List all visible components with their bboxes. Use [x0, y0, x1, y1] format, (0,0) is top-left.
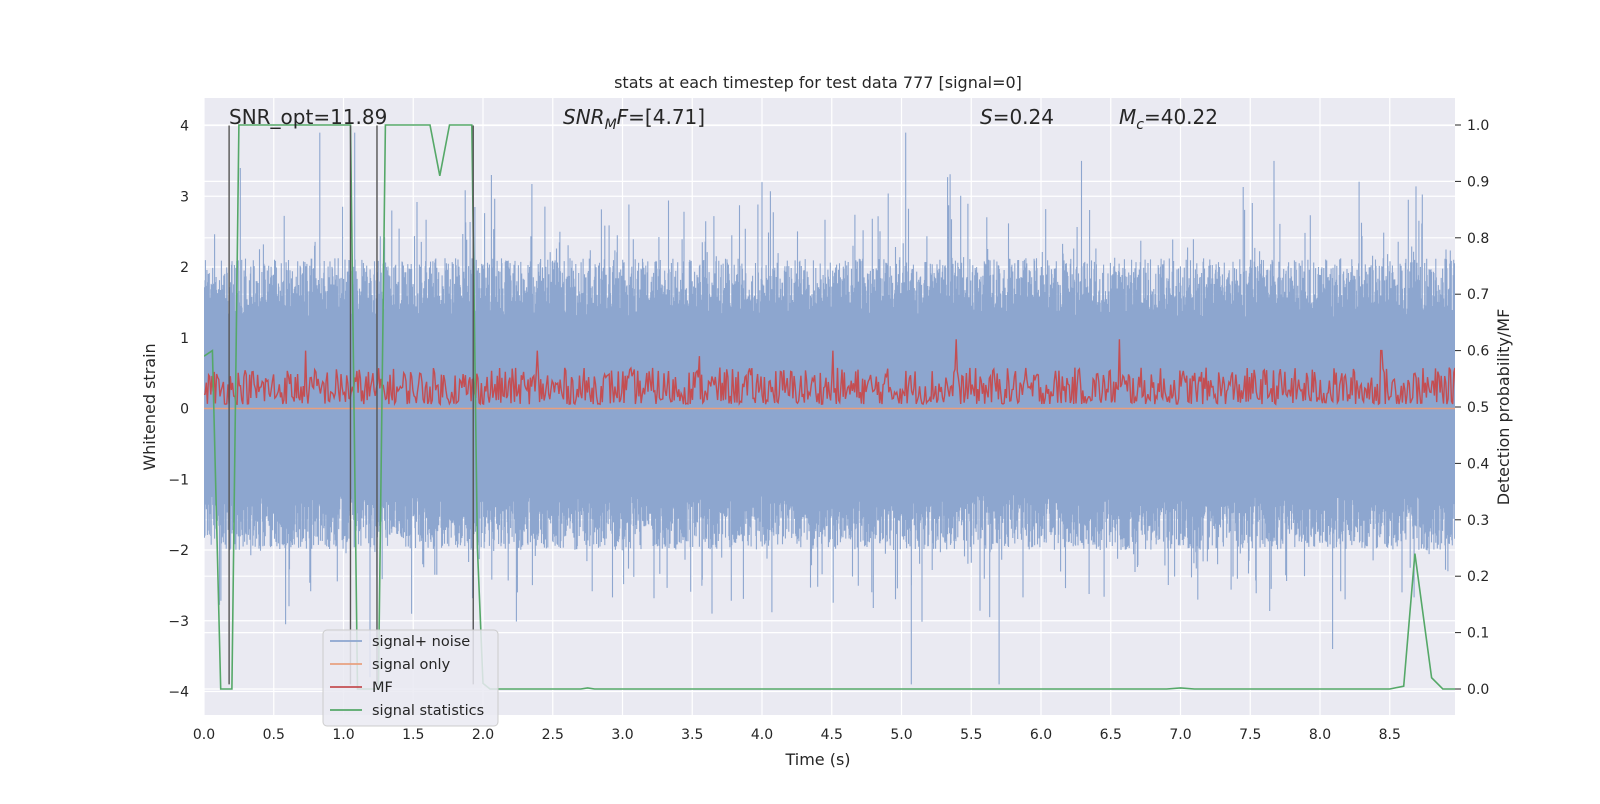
- annotation-s: S=0.24: [980, 105, 1054, 129]
- y2-tick-label: 0.5: [1467, 400, 1489, 416]
- x-tick-label: 1.0: [332, 727, 354, 743]
- annotation-mc: Mc=40.22: [1119, 105, 1218, 133]
- x-axis-label: Time (s): [784, 750, 850, 769]
- legend-label: signal statistics: [372, 703, 484, 719]
- y2-tick-label: 0.3: [1467, 513, 1489, 529]
- x-tick-label: 2.0: [472, 727, 494, 743]
- x-tick-label: 6.0: [1030, 727, 1052, 743]
- series-mf: [204, 339, 1455, 407]
- x-tick-label: 2.5: [542, 727, 564, 743]
- x-tick-label: 8.0: [1309, 727, 1331, 743]
- svg-text:S=0.24: S=0.24: [980, 105, 1054, 129]
- y2-tick-label: 0.2: [1467, 569, 1489, 585]
- svg-text:SNRMF=[4.71]: SNRMF=[4.71]: [563, 105, 705, 133]
- series-layer: [204, 124, 1455, 690]
- annotation-snr-opt: SNR_opt=11.89: [229, 105, 387, 129]
- series-signal-statistics: [204, 124, 1455, 690]
- y2-axis-label: Detection probability/MF: [1494, 309, 1513, 506]
- y-tick-label: 2: [180, 260, 189, 276]
- y-axis-ticks: −4 −3 −2 −1 0 1 2 3 4: [168, 119, 189, 701]
- y-tick-label: −4: [168, 685, 189, 701]
- x-tick-label: 1.5: [402, 727, 424, 743]
- y2-tick-label: 0.0: [1467, 682, 1489, 698]
- x-tick-label: 7.5: [1239, 727, 1261, 743]
- legend-label: signal+ noise: [372, 634, 470, 650]
- y-tick-label: 3: [180, 189, 189, 205]
- legend-label: signal only: [372, 657, 451, 673]
- x-tick-label: 3.5: [681, 727, 703, 743]
- x-tick-label: 8.5: [1379, 727, 1401, 743]
- y-tick-label: 4: [180, 119, 189, 135]
- x-tick-label: 0.5: [263, 727, 285, 743]
- y-axis-label: Whitened strain: [140, 343, 159, 470]
- y2-tick-label: 0.8: [1467, 231, 1489, 247]
- y2-tick-label: 0.7: [1467, 287, 1489, 303]
- y2-tick-label: 0.9: [1467, 174, 1489, 190]
- annotation-snr-mf: SNRMF=[4.71]: [563, 105, 705, 133]
- x-tick-label: 3.0: [611, 727, 633, 743]
- y-tick-label: 1: [180, 331, 189, 347]
- vertical-markers: [228, 125, 474, 685]
- x-axis-ticks: 0.0 0.5 1.0 1.5 2.0 2.5 3.0 3.5 4.0 4.5 5.0 5.5 6.0 6…: [193, 727, 1401, 743]
- y-tick-label: −1: [168, 472, 189, 488]
- y-tick-label: 0: [180, 402, 189, 418]
- x-tick-label: 4.0: [751, 727, 773, 743]
- x-tick-label: 5.5: [960, 727, 982, 743]
- x-tick-label: 6.5: [1100, 727, 1122, 743]
- y-tick-label: −3: [168, 614, 189, 630]
- svg-text:SNR_opt=11.89: SNR_opt=11.89: [229, 105, 387, 129]
- legend: signal+ noise signal only MF signal statist…: [322, 629, 499, 727]
- y2-tick-label: 0.1: [1467, 626, 1489, 642]
- snr-mf-sub: M: [605, 117, 617, 133]
- x-tick-label: 5.0: [890, 727, 912, 743]
- y2-axis-ticks: 0.0 0.1 0.2 0.3 0.4 0.5 0.6 0.7 0.8 0.9 1.0: [1455, 118, 1489, 698]
- chart-title: stats at each timestep for test data 777…: [614, 73, 1022, 92]
- snr-mf-rest-f: F: [617, 105, 629, 129]
- x-tick-label: 0.0: [193, 727, 215, 743]
- y2-tick-label: 1.0: [1467, 118, 1489, 134]
- x-tick-label: 7.0: [1169, 727, 1191, 743]
- x-tick-label: 4.5: [821, 727, 843, 743]
- svg-text:Mc=40.22: Mc=40.22: [1119, 105, 1218, 133]
- y-tick-label: −2: [168, 543, 189, 559]
- legend-label: MF: [372, 680, 393, 696]
- snr-mf-main: SNR: [563, 105, 605, 129]
- snr-mf-value: =[4.71]: [628, 105, 705, 129]
- y2-tick-label: 0.6: [1467, 344, 1489, 360]
- legend-box: [322, 629, 499, 727]
- y2-tick-label: 0.4: [1467, 456, 1489, 472]
